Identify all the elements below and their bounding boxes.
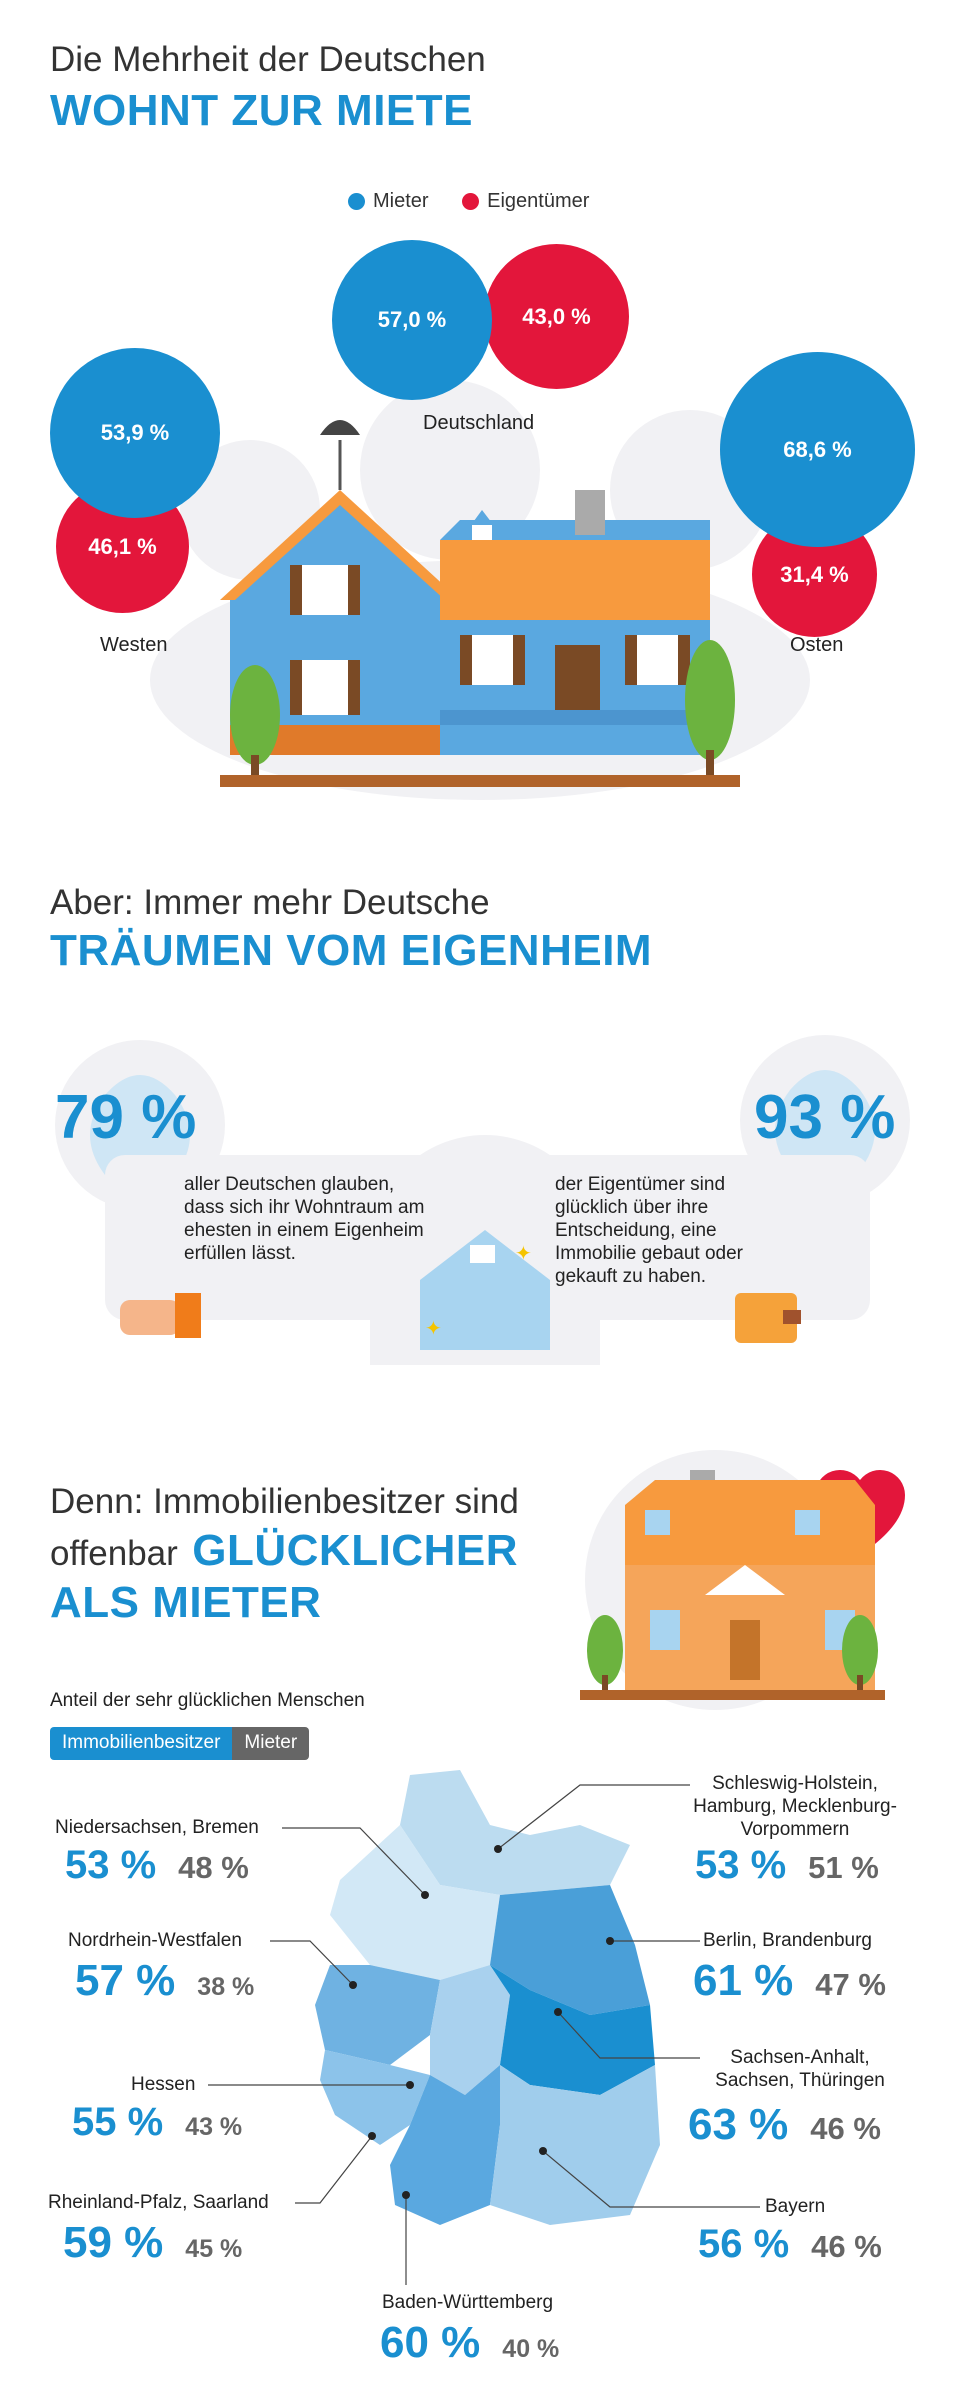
owners-sachsen: 63 % bbox=[688, 2100, 789, 2149]
germany-map bbox=[315, 1770, 660, 2225]
values-niedersachsen: 53 % 48 % bbox=[65, 1843, 249, 1888]
values-rlp: 59 % 45 % bbox=[63, 2218, 242, 2268]
label-niedersachsen: Niedersachsen, Bremen bbox=[55, 1817, 259, 1838]
owners-hessen: 55 % bbox=[72, 2100, 164, 2144]
right-text: der Eigentümer sind glücklich über ihre … bbox=[555, 1174, 743, 1287]
values-nrw: 57 % 38 % bbox=[75, 1956, 254, 2006]
toggle-owners-button[interactable]: Immobilienbesitzer bbox=[50, 1727, 233, 1760]
renters-bw: 40 % bbox=[502, 2335, 560, 2363]
owners-nrw: 57 % bbox=[75, 1956, 176, 2005]
house-illustration bbox=[150, 380, 810, 800]
left-text: aller Deutschen glauben, dass sich ihr W… bbox=[184, 1174, 425, 1264]
legend: Mieter Eigentümer bbox=[348, 190, 589, 213]
label-bw: Baden-Württemberg bbox=[382, 2292, 554, 2313]
section2-title-light: Aber: Immer mehr Deutsche bbox=[50, 883, 490, 922]
renters-nrw: 38 % bbox=[197, 1973, 255, 2001]
westen-renter-circle: 53,9 % bbox=[50, 348, 220, 518]
renters-hessen: 43 % bbox=[185, 2113, 243, 2141]
renters-sh: 51 % bbox=[808, 1850, 879, 1885]
map-bw bbox=[390, 2065, 500, 2225]
owner-legend-dot bbox=[462, 193, 480, 211]
section2-title-bold: TRÄUMEN VOM EIGENHEIM bbox=[50, 926, 653, 975]
owners-rlp: 59 % bbox=[63, 2218, 164, 2267]
values-sachsen: 63 % 46 % bbox=[688, 2100, 881, 2150]
svg-text:✦: ✦ bbox=[425, 1316, 442, 1340]
section3-subtitle: Anteil der sehr glücklichen Menschen bbox=[50, 1690, 365, 1711]
section3-title-line2-bold: GLÜCKLICHER bbox=[192, 1526, 518, 1575]
section1-title-bold: WOHNT ZUR MIETE bbox=[50, 86, 474, 135]
section3-title-line2-light: offenbar bbox=[50, 1534, 178, 1573]
westen-owner-value: 46,1 % bbox=[88, 533, 157, 559]
map-sachsen bbox=[490, 1965, 655, 2095]
renter-legend-dot bbox=[348, 193, 365, 211]
values-hessen: 55 % 43 % bbox=[72, 2100, 242, 2145]
owners-sh: 53 % bbox=[695, 1843, 787, 1887]
owners-berlin: 61 % bbox=[693, 1956, 794, 2005]
label-hessen: Hessen bbox=[131, 2074, 196, 2095]
osten-renter-value: 68,6 % bbox=[783, 436, 852, 462]
renters-berlin: 47 % bbox=[815, 1967, 886, 2002]
map-hessen bbox=[430, 1965, 510, 2095]
toggle-renters-button[interactable]: Mieter bbox=[232, 1727, 310, 1760]
label-nrw: Nordrhein-Westfalen bbox=[68, 1930, 242, 1951]
renters-sachsen: 46 % bbox=[810, 2111, 881, 2146]
map-bayern bbox=[490, 2065, 660, 2225]
label-sh: Schleswig-Holstein, Hamburg, Mecklenburg… bbox=[693, 1773, 897, 1840]
dream-illustration: ✦ ✦ bbox=[55, 1035, 910, 1365]
owners-bayern: 56 % bbox=[698, 2222, 790, 2266]
owners-bw: 60 % bbox=[380, 2318, 481, 2367]
values-sh: 53 % 51 % bbox=[695, 1843, 879, 1888]
label-sachsen: Sachsen-Anhalt, Sachsen, Thüringen bbox=[715, 2047, 885, 2091]
westen-label: Westen bbox=[100, 634, 168, 656]
deutschland-label: Deutschland bbox=[423, 412, 535, 434]
svg-text:✦: ✦ bbox=[515, 1241, 532, 1265]
values-berlin: 61 % 47 % bbox=[693, 1956, 886, 2006]
section1-title-light: Die Mehrheit der Deutschen bbox=[50, 40, 486, 79]
renters-bayern: 46 % bbox=[811, 2229, 882, 2264]
label-berlin: Berlin, Brandenburg bbox=[703, 1930, 872, 1951]
owner-renter-toggle[interactable]: Immobilienbesitzer Mieter bbox=[50, 1727, 310, 1760]
deutschland-renter-circle: 57,0 % bbox=[332, 240, 492, 400]
values-bayern: 56 % 46 % bbox=[698, 2222, 882, 2267]
values-bw: 60 % 40 % bbox=[380, 2318, 559, 2368]
orange-house-illustration bbox=[580, 1450, 905, 1710]
map-schleswig-holstein bbox=[400, 1770, 630, 1895]
section3-title-line2: offenbar GLÜCKLICHER bbox=[50, 1526, 518, 1576]
osten-renter-circle: 68,6 % bbox=[720, 352, 915, 547]
legend-renter-label: Mieter bbox=[373, 190, 429, 212]
map-berlin bbox=[490, 1885, 650, 2015]
label-rlp: Rheinland-Pfalz, Saarland bbox=[48, 2192, 269, 2213]
renters-niedersachsen: 48 % bbox=[178, 1850, 249, 1885]
westen-renter-value: 53,9 % bbox=[100, 420, 170, 445]
section3-title-line1: Denn: Immobilienbesitzer sind bbox=[50, 1482, 519, 1521]
right-percentage: 93 % bbox=[754, 1083, 896, 1152]
osten-label: Osten bbox=[790, 634, 844, 656]
map-rlp bbox=[320, 2050, 430, 2145]
renters-rlp: 45 % bbox=[185, 2235, 243, 2263]
map-nrw bbox=[315, 1965, 440, 2065]
osten-owner-value: 31,4 % bbox=[780, 561, 849, 587]
legend-owner-label: Eigentümer bbox=[487, 190, 590, 212]
map-niedersachsen bbox=[330, 1825, 500, 1980]
section3-title-line3: ALS MIETER bbox=[50, 1578, 322, 1627]
owners-niedersachsen: 53 % bbox=[65, 1843, 157, 1887]
label-bayern: Bayern bbox=[765, 2196, 826, 2217]
deutschland-renter-value: 57,0 % bbox=[377, 307, 447, 332]
left-percentage: 79 % bbox=[55, 1083, 197, 1152]
deutschland-owner-circle: 43,0 % bbox=[484, 244, 629, 389]
deutschland-owner-value: 43,0 % bbox=[522, 303, 591, 329]
